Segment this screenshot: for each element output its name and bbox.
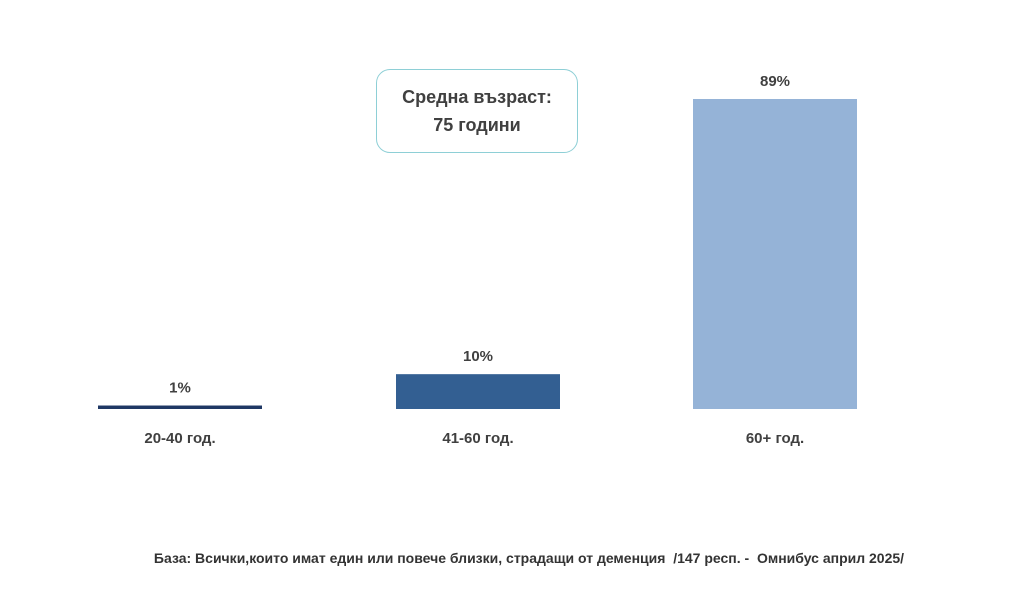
bar-1 [98,405,262,409]
category-label-3: 60+ год. [746,430,804,447]
value-label-3: 89% [760,73,790,90]
bars-group [98,99,857,409]
bar-2 [396,374,560,409]
footnote: База: Всички,които имат един или повече … [153,550,905,566]
value-labels-group: 1% 10% 89% [169,73,790,397]
category-labels-group: 20-40 год. 41-60 год. 60+ год. [144,430,804,447]
value-label-2: 10% [463,348,493,365]
average-age-callout: Средна възраст: 75 години [376,69,578,153]
category-label-2: 41-60 год. [442,430,513,447]
bar-3 [693,99,857,409]
callout-line-2: 75 години [433,115,521,135]
value-label-1: 1% [169,380,191,397]
category-label-1: 20-40 год. [144,430,215,447]
callout-line-1: Средна възраст: [402,87,552,107]
